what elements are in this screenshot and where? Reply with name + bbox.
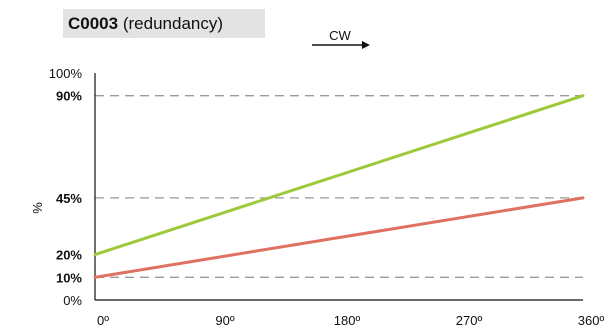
series-line-2 xyxy=(93,196,585,279)
direction-label: CW xyxy=(329,28,351,43)
chart-title-label: (redundancy) xyxy=(122,14,224,33)
chart-title-code: C0003 xyxy=(68,14,119,33)
plot-area: 0% 10% 20% 45% 90% 100% 0º 90º 180º 270º 360º% xyxy=(30,66,604,328)
series-line-1 xyxy=(93,94,585,257)
x-tick-label-90: 90º xyxy=(215,313,234,328)
y-tick-label-0: 0% xyxy=(63,293,82,308)
y-axis-label: % xyxy=(30,202,45,214)
x-tick-label-0: 0º xyxy=(97,313,109,328)
y-tick-label-20: 20% xyxy=(56,248,82,263)
chart-title: C0003 (redundancy) xyxy=(63,9,265,38)
x-tick-label-360: 360º xyxy=(578,313,605,328)
y-tick-label-10: 10% xyxy=(56,270,82,285)
y-tick-label-45: 45% xyxy=(56,191,82,206)
x-tick-label-270: 270º xyxy=(456,313,483,328)
y-tick-label-100: 100% xyxy=(49,66,83,81)
direction-indicator: CW xyxy=(312,28,370,49)
x-tick-label-180: 180º xyxy=(334,313,361,328)
y-tick-label-90: 90% xyxy=(56,89,82,104)
